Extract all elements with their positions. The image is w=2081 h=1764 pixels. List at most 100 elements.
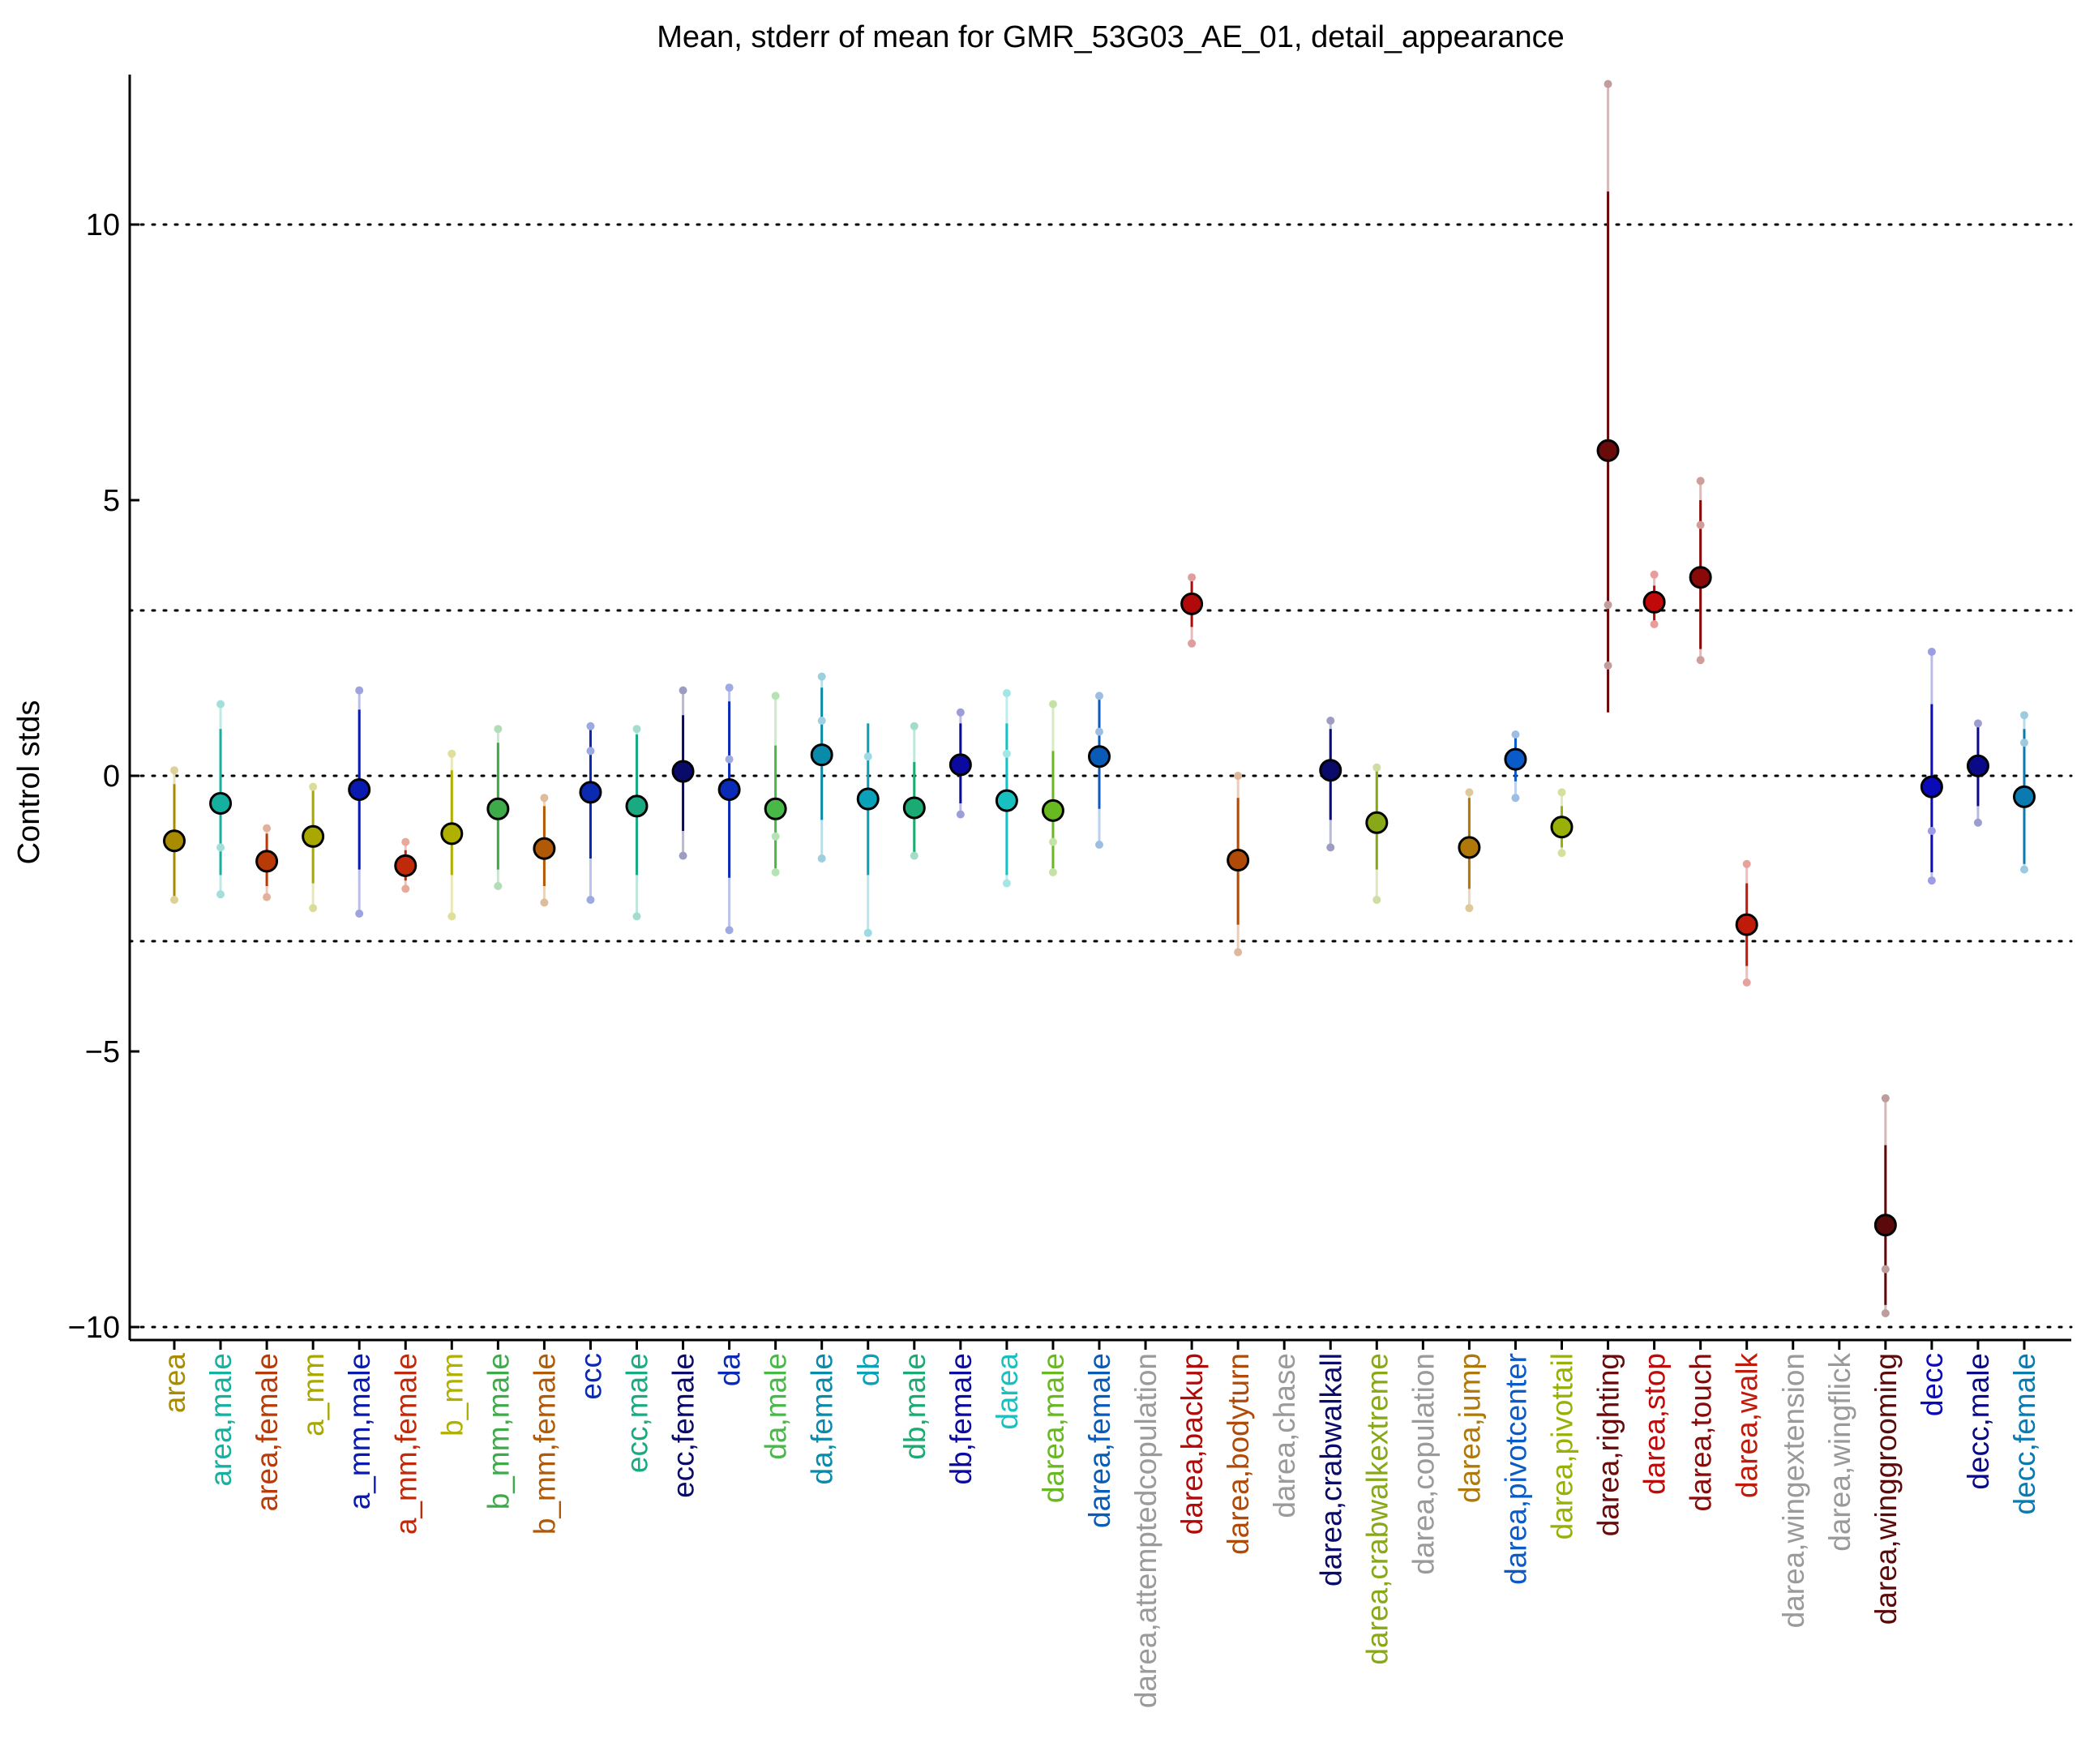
raw-point xyxy=(216,890,225,899)
category-group xyxy=(948,708,972,819)
raw-point xyxy=(1650,570,1659,579)
category-group xyxy=(486,725,510,890)
mean-point xyxy=(1088,745,1111,769)
raw-point xyxy=(1465,788,1474,797)
raw-point xyxy=(817,672,826,681)
x-tick-label: db,male xyxy=(898,1353,931,1460)
x-tick-label: a_mm,female xyxy=(389,1353,422,1535)
x-tick-label: decc,male xyxy=(1962,1353,1995,1490)
x-tick-label: darea xyxy=(991,1353,1024,1430)
raw-point xyxy=(401,884,410,893)
mean-point xyxy=(579,781,602,804)
raw-point xyxy=(1048,868,1057,876)
raw-point xyxy=(170,896,178,904)
x-tick-label: da xyxy=(713,1353,747,1387)
mean-point xyxy=(394,854,417,877)
mean-point xyxy=(440,822,464,846)
raw-point xyxy=(1696,520,1705,529)
raw-point xyxy=(1604,601,1612,610)
raw-point xyxy=(401,837,410,846)
x-tick-label: b_mm xyxy=(435,1353,469,1436)
y-tick-label: −10 xyxy=(68,1311,120,1345)
mean-point xyxy=(1920,775,1943,799)
raw-point xyxy=(447,912,456,921)
raw-point xyxy=(910,851,918,860)
raw-point xyxy=(1188,639,1197,648)
mean-point xyxy=(2013,785,2036,808)
raw-point xyxy=(586,896,595,904)
x-tick-label: darea,crabwalkextreme xyxy=(1360,1353,1394,1665)
y-axis-label: Control stds xyxy=(12,700,46,865)
raw-point xyxy=(817,854,826,863)
category-group xyxy=(902,721,926,860)
x-tick-label: b_mm,female xyxy=(528,1353,561,1535)
x-tick-label: area xyxy=(158,1353,191,1413)
y-ticks: −10 −5 0 5 10 xyxy=(68,208,139,1345)
category-group xyxy=(1365,763,1389,904)
raw-point xyxy=(586,747,595,756)
mean-point xyxy=(1550,816,1574,839)
raw-point xyxy=(1881,1265,1890,1274)
x-tick-label: darea,winggrooming xyxy=(1869,1353,1903,1625)
raw-point xyxy=(1048,700,1057,709)
raw-point xyxy=(1927,876,1936,885)
x-tick-label: darea,stop xyxy=(1638,1353,1672,1495)
mean-point xyxy=(486,797,510,820)
raw-point xyxy=(1234,772,1243,780)
y-tick-label: 5 xyxy=(103,484,120,518)
raw-point xyxy=(1881,1094,1890,1102)
x-tick-label: darea,chase xyxy=(1268,1353,1301,1518)
raw-point xyxy=(2020,739,2028,747)
raw-point xyxy=(1696,656,1705,665)
raw-point xyxy=(679,851,687,860)
raw-point xyxy=(1742,859,1751,868)
x-tick-label: darea,bodyturn xyxy=(1222,1353,1255,1555)
category-group xyxy=(163,766,186,904)
x-tick-label: darea,righting xyxy=(1592,1353,1625,1536)
x-tick-label: b_mm,male xyxy=(482,1353,515,1509)
category-group xyxy=(764,691,787,876)
raw-point xyxy=(632,725,641,734)
mean-point xyxy=(1504,747,1527,771)
category-group xyxy=(1920,648,1943,885)
raw-point xyxy=(494,882,503,890)
raw-point xyxy=(355,910,364,918)
raw-point xyxy=(679,686,687,695)
x-tick-label: darea,male xyxy=(1037,1353,1070,1503)
x-tick-label: ecc xyxy=(574,1353,607,1400)
x-tick-label: darea,walk xyxy=(1731,1353,1764,1498)
x-tick-label: db,female xyxy=(944,1353,978,1485)
x-tick-label: da,male xyxy=(760,1353,793,1460)
raw-point xyxy=(1465,904,1474,913)
raw-point xyxy=(725,683,734,692)
category-group xyxy=(1735,859,1758,987)
x-tick-label: area,female xyxy=(250,1353,284,1511)
y-tick-label: 0 xyxy=(103,760,120,794)
raw-point xyxy=(355,686,364,695)
x-tick-labels: area area,male area,female a_mm a_mm,male a_m… xyxy=(158,1340,2041,1708)
category-group xyxy=(1596,79,1620,713)
mean-point xyxy=(1319,759,1342,782)
mean-point xyxy=(671,760,695,783)
category-group xyxy=(255,824,279,901)
raw-point xyxy=(956,708,965,717)
category-group xyxy=(394,837,417,893)
y-tick-label: −5 xyxy=(85,1035,120,1069)
category-group xyxy=(1873,1094,1897,1317)
category-group xyxy=(856,723,880,937)
raw-point xyxy=(494,725,503,734)
raw-point xyxy=(1604,79,1612,88)
category-group xyxy=(348,686,371,918)
raw-point xyxy=(586,721,595,730)
category-group xyxy=(1319,717,1342,852)
category-group xyxy=(209,700,233,899)
raw-point xyxy=(1557,788,1566,797)
x-tick-label: decc,female xyxy=(2008,1353,2041,1515)
raw-point xyxy=(771,832,780,841)
mean-point xyxy=(625,794,649,818)
x-tick-label: darea,pivottail xyxy=(1546,1353,1579,1539)
category-group xyxy=(717,683,741,935)
raw-point xyxy=(309,904,318,913)
mean-point xyxy=(1458,836,1481,859)
